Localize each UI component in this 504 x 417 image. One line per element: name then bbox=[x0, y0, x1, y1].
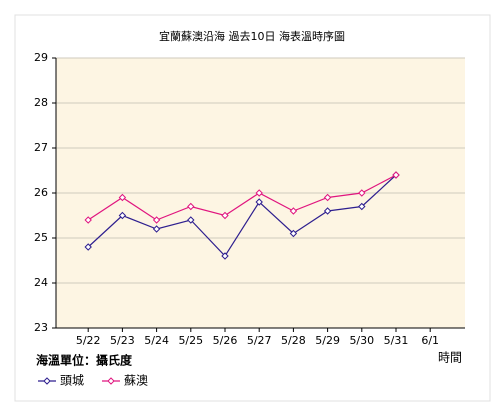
x-tick-label: 5/25 bbox=[178, 334, 203, 347]
point-marker bbox=[84, 243, 92, 251]
y-tick-label: 29 bbox=[34, 51, 48, 64]
point-marker bbox=[392, 171, 400, 179]
y-tick-label: 23 bbox=[34, 321, 48, 334]
point-marker bbox=[221, 252, 229, 260]
legend-marker bbox=[107, 377, 115, 385]
point-marker bbox=[187, 216, 195, 224]
point-marker bbox=[118, 193, 127, 202]
x-tick-label: 5/30 bbox=[349, 334, 374, 347]
y-axis-label: 海溫單位：攝氏度 bbox=[36, 353, 133, 368]
y-tick-label: 25 bbox=[34, 231, 48, 244]
point-marker bbox=[255, 198, 263, 206]
point-marker bbox=[289, 229, 298, 238]
point-marker bbox=[152, 216, 161, 224]
y-tick-label: 28 bbox=[34, 96, 48, 109]
point-marker bbox=[255, 189, 263, 197]
point-marker bbox=[358, 202, 366, 211]
x-axis-label: 時間 bbox=[438, 351, 462, 365]
x-tick-label: 5/26 bbox=[213, 334, 238, 347]
point-marker bbox=[358, 189, 366, 197]
legend-label: 蘇澳 bbox=[124, 374, 148, 388]
point-marker bbox=[323, 207, 332, 215]
point-marker bbox=[323, 193, 332, 202]
y-tick-label: 26 bbox=[34, 186, 48, 199]
x-tick-label: 5/23 bbox=[110, 334, 135, 347]
point-marker bbox=[221, 211, 229, 220]
x-tick-label: 5/22 bbox=[76, 334, 101, 347]
point-marker bbox=[187, 202, 195, 211]
y-tick-label: 24 bbox=[34, 276, 48, 289]
point-marker bbox=[152, 225, 161, 233]
point-marker bbox=[84, 216, 92, 224]
series-line bbox=[87, 174, 397, 257]
x-tick-label: 5/28 bbox=[281, 334, 306, 347]
x-tick-label: 5/24 bbox=[144, 334, 169, 347]
point-marker bbox=[118, 211, 127, 220]
legend-marker bbox=[43, 377, 51, 385]
x-tick-label: 5/29 bbox=[315, 334, 340, 347]
x-tick-label: 6/1 bbox=[421, 334, 439, 347]
legend-label: 頭城 bbox=[60, 374, 84, 388]
x-tick-label: 5/31 bbox=[384, 334, 409, 347]
series-line bbox=[87, 174, 397, 221]
y-tick-label: 27 bbox=[34, 141, 48, 154]
x-tick-label: 5/27 bbox=[247, 334, 272, 347]
chart-title: 宜蘭蘇澳沿海 過去10日 海表溫時序圖 bbox=[159, 29, 345, 43]
point-marker bbox=[289, 207, 298, 215]
